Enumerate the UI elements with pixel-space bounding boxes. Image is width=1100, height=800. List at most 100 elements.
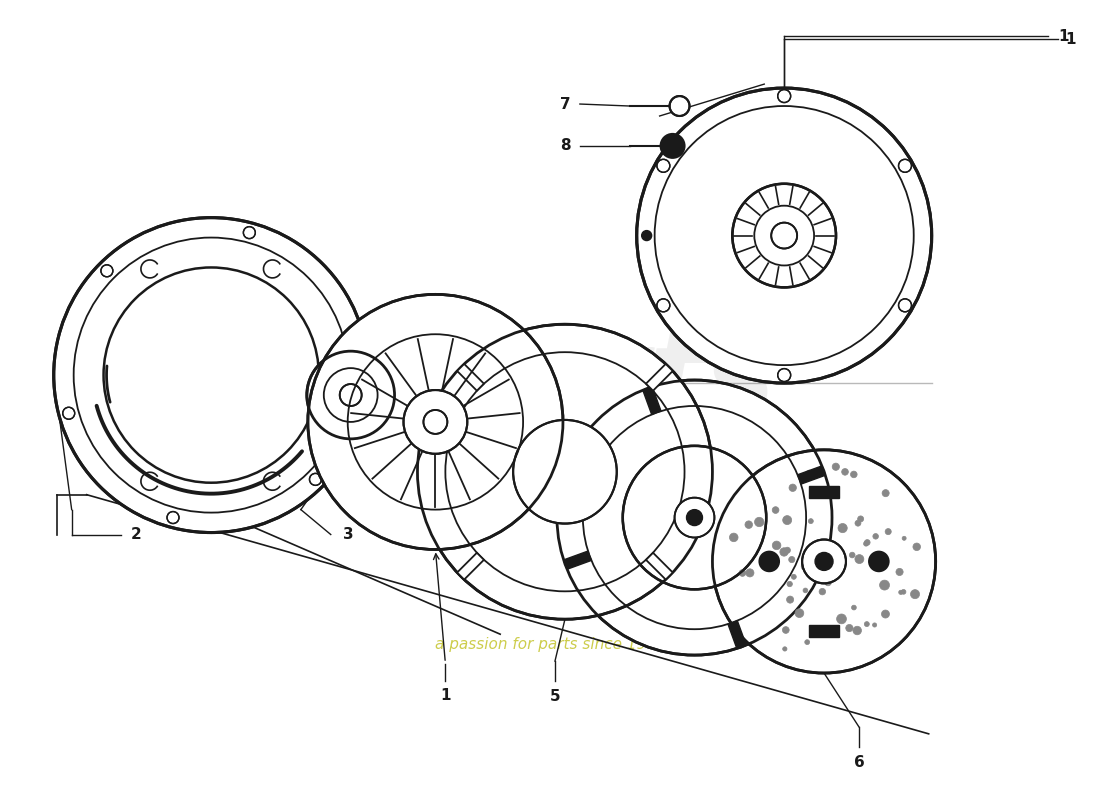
Circle shape bbox=[895, 568, 903, 575]
Circle shape bbox=[309, 474, 321, 486]
Text: a passion for parts since 1965: a passion for parts since 1965 bbox=[434, 637, 666, 652]
Circle shape bbox=[772, 541, 781, 550]
Circle shape bbox=[657, 299, 670, 312]
Circle shape bbox=[869, 551, 889, 571]
Circle shape bbox=[899, 590, 903, 594]
Circle shape bbox=[623, 446, 767, 590]
Circle shape bbox=[780, 548, 789, 556]
Circle shape bbox=[772, 506, 779, 514]
Circle shape bbox=[881, 610, 890, 618]
Circle shape bbox=[661, 134, 684, 158]
Circle shape bbox=[795, 609, 804, 618]
Circle shape bbox=[833, 463, 839, 470]
Circle shape bbox=[837, 614, 846, 624]
Text: 1: 1 bbox=[1058, 29, 1068, 44]
Circle shape bbox=[733, 184, 836, 287]
Circle shape bbox=[864, 542, 869, 546]
Circle shape bbox=[882, 490, 889, 497]
Circle shape bbox=[806, 470, 813, 477]
Text: 3: 3 bbox=[343, 527, 354, 542]
Circle shape bbox=[801, 562, 808, 570]
Circle shape bbox=[771, 222, 797, 249]
Circle shape bbox=[101, 265, 113, 277]
Polygon shape bbox=[646, 553, 673, 579]
Text: 6: 6 bbox=[854, 755, 865, 770]
Circle shape bbox=[729, 533, 738, 542]
Bar bbox=[810, 626, 839, 637]
Circle shape bbox=[825, 579, 832, 586]
Circle shape bbox=[851, 605, 856, 610]
Circle shape bbox=[789, 557, 795, 562]
Polygon shape bbox=[563, 551, 592, 570]
Circle shape bbox=[849, 552, 855, 558]
Circle shape bbox=[786, 582, 792, 586]
Circle shape bbox=[167, 511, 179, 523]
Circle shape bbox=[54, 218, 368, 533]
Circle shape bbox=[815, 553, 833, 570]
Polygon shape bbox=[646, 364, 673, 390]
Polygon shape bbox=[458, 553, 484, 579]
Circle shape bbox=[899, 159, 912, 172]
Circle shape bbox=[778, 90, 791, 102]
Circle shape bbox=[911, 590, 920, 598]
Circle shape bbox=[783, 646, 786, 651]
Circle shape bbox=[802, 539, 846, 583]
Circle shape bbox=[686, 510, 703, 526]
Polygon shape bbox=[728, 621, 746, 649]
Circle shape bbox=[805, 640, 810, 645]
Circle shape bbox=[873, 534, 879, 539]
Circle shape bbox=[872, 623, 877, 627]
Circle shape bbox=[913, 543, 921, 550]
Polygon shape bbox=[458, 364, 484, 390]
Circle shape bbox=[901, 590, 906, 594]
Circle shape bbox=[340, 384, 362, 406]
Circle shape bbox=[838, 523, 847, 533]
Text: 2: 2 bbox=[131, 527, 142, 542]
Circle shape bbox=[641, 230, 651, 241]
Circle shape bbox=[803, 560, 812, 568]
Circle shape bbox=[808, 518, 813, 524]
Circle shape bbox=[807, 550, 814, 558]
Circle shape bbox=[424, 410, 448, 434]
Circle shape bbox=[674, 498, 714, 538]
Circle shape bbox=[789, 484, 796, 491]
Circle shape bbox=[820, 588, 826, 595]
Circle shape bbox=[852, 626, 861, 634]
Circle shape bbox=[872, 558, 877, 563]
Circle shape bbox=[902, 536, 906, 540]
Circle shape bbox=[557, 380, 832, 655]
Circle shape bbox=[759, 551, 779, 571]
Circle shape bbox=[670, 96, 690, 116]
Circle shape bbox=[855, 554, 864, 563]
Circle shape bbox=[778, 369, 791, 382]
Circle shape bbox=[865, 622, 869, 626]
Circle shape bbox=[782, 626, 789, 634]
Circle shape bbox=[755, 518, 763, 526]
Circle shape bbox=[855, 520, 861, 526]
Circle shape bbox=[783, 515, 792, 525]
Text: 1: 1 bbox=[1065, 32, 1076, 46]
Text: 1: 1 bbox=[440, 689, 451, 703]
Circle shape bbox=[786, 596, 794, 603]
Circle shape bbox=[858, 516, 864, 522]
Circle shape bbox=[348, 331, 360, 343]
Circle shape bbox=[63, 407, 75, 419]
Text: 8: 8 bbox=[560, 138, 570, 154]
Polygon shape bbox=[642, 386, 661, 414]
Circle shape bbox=[307, 351, 395, 439]
Bar bbox=[810, 486, 839, 498]
Circle shape bbox=[865, 539, 870, 546]
Polygon shape bbox=[798, 466, 825, 484]
Circle shape bbox=[850, 471, 857, 478]
Circle shape bbox=[513, 420, 617, 523]
Text: 5: 5 bbox=[550, 690, 560, 705]
Text: 7: 7 bbox=[560, 97, 570, 111]
Circle shape bbox=[308, 294, 563, 550]
Circle shape bbox=[880, 580, 890, 590]
Circle shape bbox=[846, 625, 852, 632]
Circle shape bbox=[899, 299, 912, 312]
Circle shape bbox=[243, 226, 255, 238]
Circle shape bbox=[791, 574, 796, 579]
Circle shape bbox=[886, 529, 891, 534]
Circle shape bbox=[657, 159, 670, 172]
